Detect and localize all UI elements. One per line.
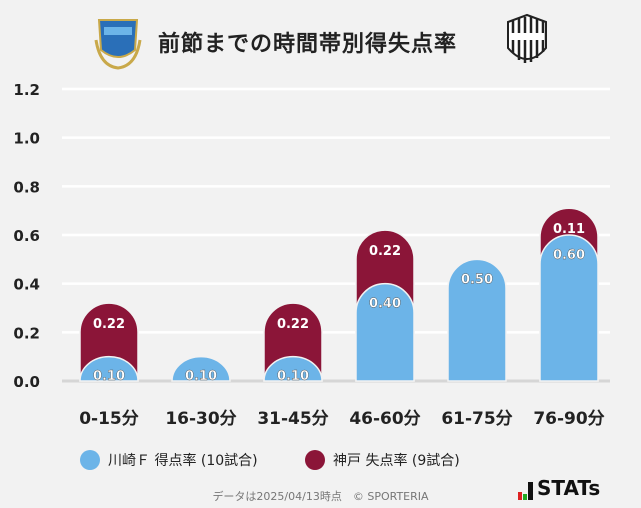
footer-note: データは2025/04/13時点 © SPORTERIA (212, 490, 429, 503)
x-tick-label: 61-75分 (441, 409, 512, 429)
data-label-home: 0.10 (93, 369, 125, 384)
bar-home (539, 234, 599, 382)
data-label-home: 0.10 (185, 369, 217, 384)
y-tick-label: 0.4 (13, 276, 40, 294)
bar-home (171, 355, 231, 382)
y-tick-label: 1.2 (13, 81, 40, 99)
bar-home (447, 258, 507, 382)
stats-logo-icon (518, 482, 533, 500)
legend-swatch-away (305, 450, 325, 470)
y-tick-label: 0.2 (13, 324, 40, 342)
bar-home (263, 355, 323, 382)
data-label-home: 0.50 (461, 272, 493, 287)
x-tick-label: 16-30分 (165, 409, 236, 429)
data-label-home: 0.40 (369, 297, 401, 312)
data-label-away: 0.11 (553, 222, 585, 237)
vissel-logo (507, 13, 547, 63)
bar-home (79, 355, 139, 382)
y-tick-label: 0.0 (13, 373, 40, 391)
data-label-away: 0.22 (369, 244, 401, 259)
legend-label-away: 神戸 失点率 (9試合) (333, 453, 460, 469)
kawasaki-logo (94, 19, 142, 70)
y-tick-label: 0.8 (13, 178, 40, 196)
x-tick-label: 76-90分 (533, 409, 604, 429)
data-label-away: 0.22 (93, 317, 125, 332)
data-label-away: 0.22 (277, 317, 309, 332)
legend-label-home: 川崎Ｆ 得点率 (10試合) (108, 453, 258, 469)
x-tick-label: 31-45分 (257, 409, 328, 429)
y-tick-label: 0.6 (13, 227, 40, 245)
data-label-home: 0.10 (277, 369, 309, 384)
legend-item-home: 川崎Ｆ 得点率 (10試合) (80, 450, 258, 470)
x-tick-label: 0-15分 (79, 409, 139, 429)
chart-title: 前節までの時間帯別得失点率 (158, 32, 458, 57)
bar-home (355, 282, 415, 382)
x-tick-label: 46-60分 (349, 409, 420, 429)
legend-item-away: 神戸 失点率 (9試合) (305, 450, 460, 470)
stats-brand: STATs (518, 476, 600, 500)
y-tick-label: 1.0 (13, 130, 40, 148)
legend-swatch-home (80, 450, 100, 470)
data-label-home: 0.60 (553, 248, 585, 263)
